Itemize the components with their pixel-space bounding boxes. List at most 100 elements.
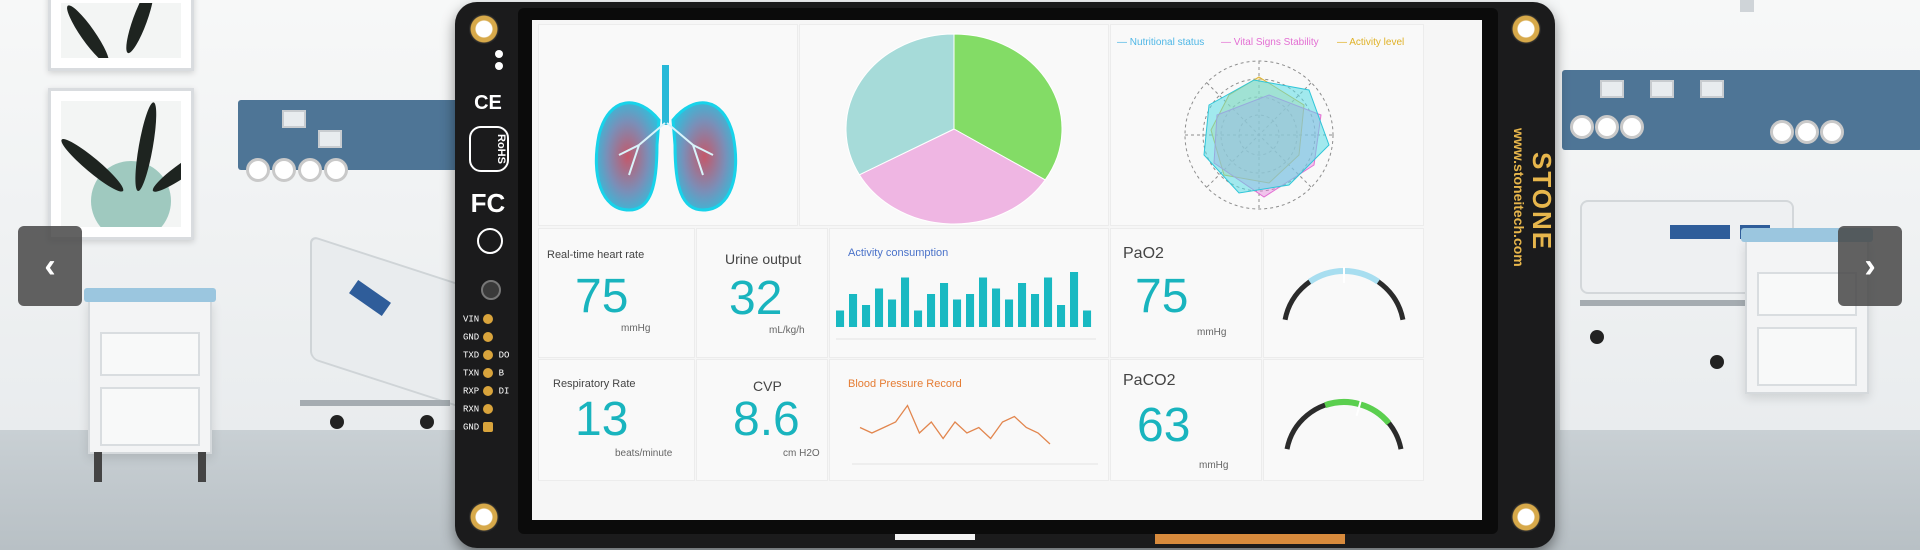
activity-bar bbox=[1018, 283, 1027, 327]
urine-output-card: Urine output 32 mL/kg/h bbox=[696, 228, 828, 358]
pin-side-label: DO bbox=[498, 350, 510, 361]
stone-hmi-display-module: CE RoHS FC VIN GND TXD DO TXN B RXP DI R… bbox=[455, 2, 1557, 548]
respiratory-rate-unit: beats/minute bbox=[615, 448, 673, 459]
paco2-label: PaCO2 bbox=[1123, 372, 1176, 389]
cvp-card: CVP 8.6 cm H2O bbox=[696, 359, 828, 481]
activity-bar bbox=[875, 288, 884, 327]
pin-label: RXP bbox=[463, 386, 480, 397]
urine-output-value: 32 bbox=[729, 272, 783, 325]
gauge-track bbox=[1284, 399, 1404, 450]
wall-art-frame bbox=[48, 88, 194, 240]
pie-chart-panel bbox=[799, 24, 1109, 226]
activity-bar bbox=[914, 310, 923, 327]
carousel-next-button[interactable]: › bbox=[1838, 226, 1902, 306]
pin-side-label: DI bbox=[498, 386, 510, 397]
brand-logo: STONE bbox=[1527, 152, 1557, 252]
radar-chart bbox=[1184, 60, 1334, 210]
paco2-value: 63 bbox=[1137, 399, 1191, 452]
rohs-mark: RoHS bbox=[469, 126, 509, 172]
pin-label: GND bbox=[463, 332, 480, 343]
mount-hole bbox=[469, 502, 499, 532]
recycle-icon bbox=[477, 228, 503, 254]
pao2-card: PaO2 75 mmHg bbox=[1110, 228, 1262, 358]
chevron-left-icon: ‹ bbox=[44, 246, 56, 285]
respiratory-rate-value: 13 bbox=[575, 393, 629, 446]
activity-bar-chart bbox=[836, 272, 1096, 340]
bp-series-line bbox=[859, 404, 1051, 445]
chevron-right-icon: › bbox=[1864, 246, 1876, 285]
activity-bar bbox=[927, 294, 936, 327]
mount-hole bbox=[1511, 14, 1541, 44]
activity-bar bbox=[1044, 277, 1053, 327]
respiratory-rate-card: Respiratory Rate 13 beats/minute bbox=[538, 359, 695, 481]
pin-label: TXD bbox=[463, 350, 480, 361]
pao2-unit: mmHg bbox=[1197, 327, 1227, 338]
activity-bar bbox=[979, 277, 988, 327]
radar-chart-panel: — Nutritional status — Vital Signs Stabi… bbox=[1110, 24, 1424, 226]
dashboard-screen: — Nutritional status — Vital Signs Stabi… bbox=[532, 20, 1482, 520]
mount-hole bbox=[1511, 502, 1541, 532]
activity-bar bbox=[940, 283, 949, 327]
cvp-unit: cm H2O bbox=[783, 448, 820, 459]
wall-art-frame bbox=[48, 0, 194, 71]
carousel-prev-button[interactable]: ‹ bbox=[18, 226, 82, 306]
pie-slice-0 bbox=[953, 33, 1063, 181]
activity-bar bbox=[849, 294, 858, 327]
activity-bar bbox=[1057, 305, 1066, 327]
paco2-card: PaCO2 63 mmHg bbox=[1110, 359, 1262, 481]
heart-rate-unit: mmHg bbox=[621, 323, 651, 334]
paco2-gauge bbox=[1284, 399, 1404, 450]
pao2-gauge bbox=[1282, 267, 1406, 321]
lungs-icon bbox=[594, 65, 738, 212]
paco2-unit: mmHg bbox=[1199, 460, 1229, 471]
display-bezel: — Nutritional status — Vital Signs Stabi… bbox=[518, 8, 1498, 534]
activity-consumption-title: Activity consumption bbox=[848, 247, 949, 259]
ce-mark: CE bbox=[474, 92, 502, 114]
mount-hole bbox=[469, 14, 499, 44]
paco2-gauge-panel bbox=[1263, 359, 1424, 481]
pin-label: TXN bbox=[463, 368, 480, 379]
pin-label: RXN bbox=[463, 404, 480, 415]
cvp-label: CVP bbox=[753, 378, 782, 394]
pin-label: GND bbox=[463, 422, 480, 433]
blood-pressure-panel: Blood Pressure Record bbox=[829, 359, 1109, 481]
urine-output-label: Urine output bbox=[725, 251, 802, 267]
brand-url: www.stoneitech.com bbox=[1511, 128, 1527, 267]
gauge-needle bbox=[1355, 400, 1362, 417]
pin-side-label: B bbox=[498, 368, 505, 379]
blood-pressure-title: Blood Pressure Record bbox=[848, 378, 962, 390]
bedside-cabinet bbox=[84, 288, 216, 482]
pao2-gauge-panel bbox=[1263, 228, 1424, 358]
radar-legend-activity: — Activity level bbox=[1337, 37, 1405, 48]
activity-bar bbox=[836, 310, 845, 327]
radar-legend-nutrition: — Nutritional status bbox=[1117, 37, 1205, 48]
radar-legend-vital: — Vital Signs Stability bbox=[1221, 37, 1319, 48]
pao2-label: PaO2 bbox=[1123, 245, 1164, 262]
connector-icon bbox=[481, 280, 501, 300]
activity-bar bbox=[1031, 294, 1040, 327]
activity-bar bbox=[901, 277, 910, 327]
blood-pressure-line-chart bbox=[852, 404, 1098, 465]
respiratory-rate-label: Respiratory Rate bbox=[553, 378, 636, 390]
heart-rate-card: Real-time heart rate 75 mmHg bbox=[538, 228, 695, 358]
activity-bar bbox=[888, 299, 897, 327]
heart-rate-label: Real-time heart rate bbox=[547, 249, 645, 261]
activity-consumption-panel: Activity consumption bbox=[829, 228, 1109, 358]
cvp-value: 8.6 bbox=[733, 393, 800, 446]
pie-chart bbox=[845, 33, 1063, 225]
activity-bar bbox=[862, 305, 871, 327]
pie-slice-2 bbox=[845, 33, 955, 176]
activity-bar bbox=[1005, 299, 1014, 327]
pin-label: VIN bbox=[463, 314, 480, 325]
wall-rail bbox=[238, 100, 458, 170]
activity-bar bbox=[953, 299, 962, 327]
lung-illustration-panel bbox=[538, 24, 798, 226]
pao2-value: 75 bbox=[1135, 270, 1189, 323]
heart-rate-value: 75 bbox=[575, 270, 629, 323]
activity-bar bbox=[966, 294, 975, 327]
hospital-bed bbox=[290, 230, 464, 430]
activity-bar bbox=[992, 288, 1001, 327]
activity-bar bbox=[1083, 310, 1092, 327]
fc-mark: FC bbox=[470, 188, 506, 218]
urine-output-unit: mL/kg/h bbox=[769, 325, 805, 336]
